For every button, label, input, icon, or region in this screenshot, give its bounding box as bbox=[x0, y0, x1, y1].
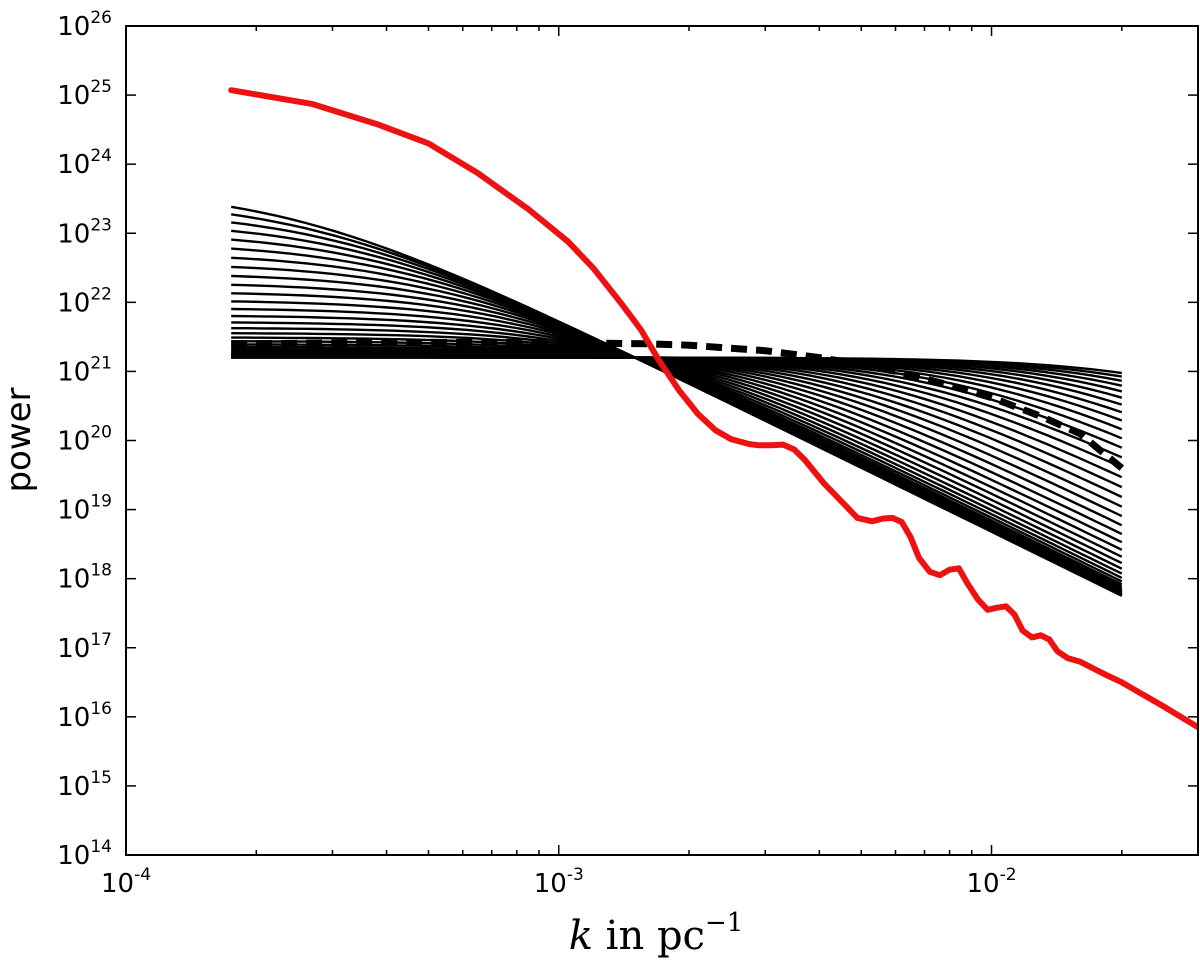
x-axis-ticks: 10-4 10-3 10-2 bbox=[101, 26, 1199, 899]
measured-spectrum-group bbox=[228, 87, 1198, 731]
y-axis-label: power bbox=[0, 387, 39, 492]
y-tick-label: 1014 bbox=[57, 837, 112, 871]
x-tick-label: 10-2 bbox=[966, 865, 1016, 899]
initial-spectrum-group bbox=[231, 338, 1125, 471]
y-tick-label: 1017 bbox=[57, 630, 112, 664]
y-tick-label: 1019 bbox=[57, 492, 112, 526]
y-tick-label: 1021 bbox=[57, 353, 112, 387]
x-axis-label-variable: k bbox=[569, 913, 593, 959]
x-tick-label: 10-4 bbox=[101, 865, 151, 899]
initial-spectrum-dashed-line bbox=[231, 338, 1125, 471]
y-tick-label: 1016 bbox=[57, 699, 112, 733]
model-spectrum-line bbox=[231, 356, 1122, 375]
y-tick-label: 1020 bbox=[57, 423, 112, 457]
y-tick-label: 1015 bbox=[57, 768, 112, 802]
y-axis-ticks: 1014 1015 1016 1017 1018 1019 1020 1021 1022 1023… bbox=[57, 8, 1198, 871]
y-tick-label: 1023 bbox=[57, 215, 112, 249]
x-axis-label: k in pc−1 bbox=[569, 908, 744, 959]
x-axis-label-exponent: −1 bbox=[705, 908, 743, 938]
x-axis-label-text: in pc bbox=[593, 913, 705, 959]
model-spectra-group bbox=[230, 205, 1123, 597]
y-tick-label: 1018 bbox=[57, 561, 112, 595]
y-tick-label: 1022 bbox=[57, 284, 112, 318]
measured-spectrum-red-line bbox=[228, 87, 1198, 731]
model-spectrum-line bbox=[231, 327, 1123, 565]
y-tick-label: 1026 bbox=[57, 8, 112, 42]
x-tick-label: 10-3 bbox=[534, 865, 584, 899]
y-tick-label: 1024 bbox=[57, 146, 112, 180]
y-tick-label: 1025 bbox=[57, 77, 112, 111]
